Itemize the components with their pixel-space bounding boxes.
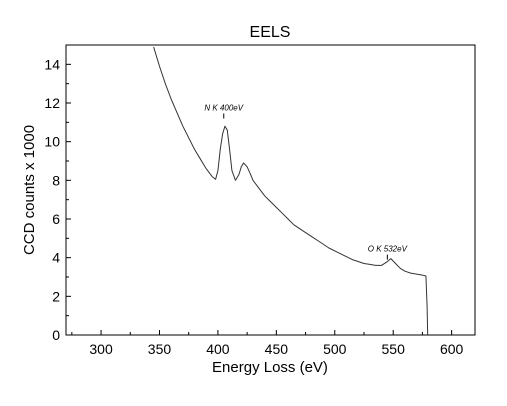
y-tick-label: 8 [52,172,60,188]
x-tick-label: 500 [323,341,347,357]
series-line [153,46,429,336]
x-tick-label: 450 [265,341,289,357]
x-tick-label: 400 [206,341,230,357]
y-axis-ticks: 0 2 4 6 8 10 12 14 [44,56,71,343]
y-tick-label: 10 [44,134,60,150]
y-tick-label: 2 [52,288,60,304]
y-tick-label: 6 [52,211,60,227]
x-axis-label: Energy Loss (eV) [212,359,328,376]
series-layer [153,46,429,336]
y-tick-label: 14 [44,56,60,72]
x-tick-label: 350 [148,341,172,357]
y-axis-label: CCD counts x 1000 [21,125,38,255]
plot-frame [65,44,476,336]
y-tick-label: 12 [44,95,60,111]
y-tick-label: 4 [52,250,60,266]
y-tick-label: 0 [52,327,60,343]
x-tick-label: 550 [382,341,406,357]
peak-annotation: O K 532eV [368,245,408,254]
annotation-layer: N K 400eV O K 532eV [204,103,408,260]
peak-annotation: N K 400eV [204,103,243,112]
chart-title: EELS [250,24,291,41]
x-tick-label: 300 [89,341,113,357]
x-tick-label: 600 [440,341,464,357]
x-axis-ticks: 300 350 400 450 500 550 600 [71,330,464,357]
